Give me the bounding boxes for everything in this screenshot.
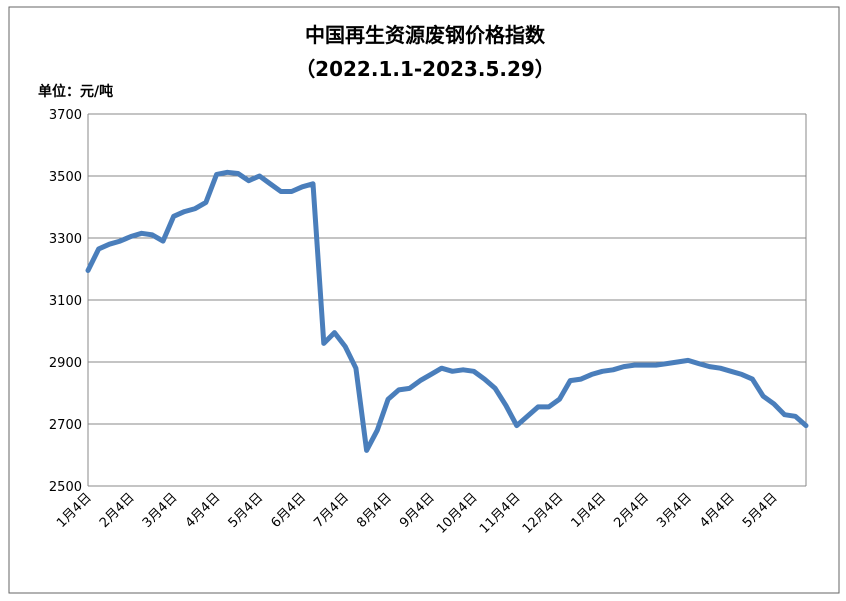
y-tick-label: 2700: [49, 418, 82, 433]
chart-subtitle: （2022.1.1-2023.5.29）: [295, 57, 555, 81]
y-tick-label: 2500: [49, 480, 82, 495]
y-tick-label: 3300: [49, 232, 82, 247]
data-line: [85, 169, 809, 453]
y-tick-label: 3100: [49, 294, 82, 309]
y-tick-label: 3700: [49, 108, 82, 123]
y-tick-label: 2900: [49, 356, 82, 371]
chart-title: 中国再生资源废钢价格指数: [305, 23, 546, 47]
y-axis-label: 单位：元/吨: [38, 83, 113, 100]
y-tick-label: 3500: [49, 170, 82, 185]
